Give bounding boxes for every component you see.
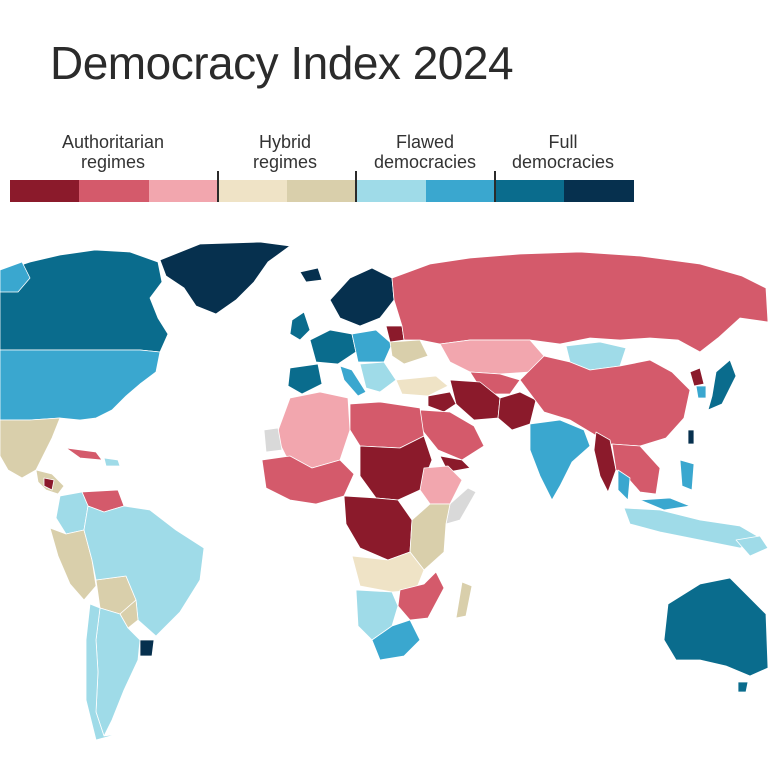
region-ukraine	[389, 339, 429, 365]
legend-swatch-authoritarian-dark	[10, 180, 80, 202]
legend-label-flawed: Flawed democracies	[362, 132, 488, 172]
region-iraq-syria	[427, 391, 457, 413]
region-myanmar	[593, 431, 617, 493]
region-central-africa	[343, 495, 413, 561]
legend-label-authoritarian: Authoritarian regimes	[48, 132, 178, 172]
legend-divider-2	[355, 171, 357, 202]
region-thailand	[617, 469, 631, 501]
legend-swatch-hybrid-light	[217, 180, 288, 202]
region-cuba	[65, 447, 103, 461]
region-usa	[0, 349, 161, 421]
region-ecuador-peru	[49, 527, 97, 601]
region-canada	[0, 249, 169, 353]
region-mozambique-zimbabwe	[397, 571, 445, 621]
legend-text-full: Full democracies	[511, 132, 615, 172]
region-iberia	[287, 363, 323, 395]
region-chile	[85, 603, 119, 741]
region-india	[529, 419, 591, 501]
region-saudi-arabia	[419, 409, 485, 461]
region-ethiopia-horn	[419, 465, 463, 505]
region-scandinavia	[329, 267, 395, 327]
legend-divider-3	[494, 171, 496, 202]
legend-text-authoritarian: Authoritarian regimes	[61, 132, 165, 172]
region-png	[735, 535, 768, 557]
legend-text-hybrid: Hybrid regimes	[252, 132, 318, 172]
legend-swatch-authoritarian-mid	[79, 180, 149, 202]
region-kazakhstan	[439, 339, 545, 375]
region-belarus	[385, 325, 405, 343]
legend-swatch-hybrid-dark	[287, 180, 357, 202]
legend-divider-1	[217, 171, 219, 202]
region-mexico	[0, 417, 61, 479]
region-western-sahara	[263, 427, 283, 453]
region-west-africa	[261, 455, 355, 505]
legend-label-hybrid: Hybrid regimes	[230, 132, 340, 172]
region-brazil	[83, 505, 205, 637]
region-libya-egypt	[349, 401, 425, 449]
region-italy	[339, 365, 367, 397]
region-western-europe	[309, 329, 357, 365]
world-map	[0, 241, 768, 741]
legend-swatch-flawed-dark	[425, 180, 496, 202]
region-argentina	[95, 607, 141, 737]
region-caribbean	[103, 457, 121, 467]
region-balkans	[359, 361, 397, 393]
region-japan	[707, 359, 737, 411]
legend-swatch-full-light	[495, 180, 565, 202]
region-taiwan	[687, 429, 695, 445]
region-north-korea	[689, 367, 705, 387]
region-philippines	[679, 459, 695, 491]
region-iceland	[299, 267, 323, 283]
legend-label-full: Full democracies	[500, 132, 626, 172]
region-turkey	[395, 375, 449, 397]
legend-swatch-full-dark	[564, 180, 634, 202]
region-central-europe	[351, 329, 393, 363]
region-alaska	[0, 261, 31, 293]
region-colombia	[55, 491, 89, 535]
region-madagascar	[455, 581, 473, 619]
legend-text-flawed: Flawed democracies	[373, 132, 477, 172]
region-australia	[663, 577, 768, 677]
region-malaysia	[639, 497, 691, 511]
region-angola-zambia	[351, 551, 425, 593]
legend-swatch-authoritarian-light	[148, 180, 218, 202]
region-uk-ireland	[289, 311, 311, 341]
map-title: Democracy Index 2024	[50, 37, 514, 89]
region-tasmania	[737, 681, 749, 693]
region-south-africa	[371, 619, 421, 661]
region-china	[519, 355, 691, 447]
legend-color-scale	[10, 180, 634, 202]
region-uruguay	[139, 639, 155, 657]
legend-swatch-flawed-light	[356, 180, 426, 202]
region-russia	[391, 251, 768, 353]
region-south-korea	[695, 385, 707, 399]
region-greenland	[159, 241, 291, 315]
region-nicaragua	[43, 477, 55, 491]
